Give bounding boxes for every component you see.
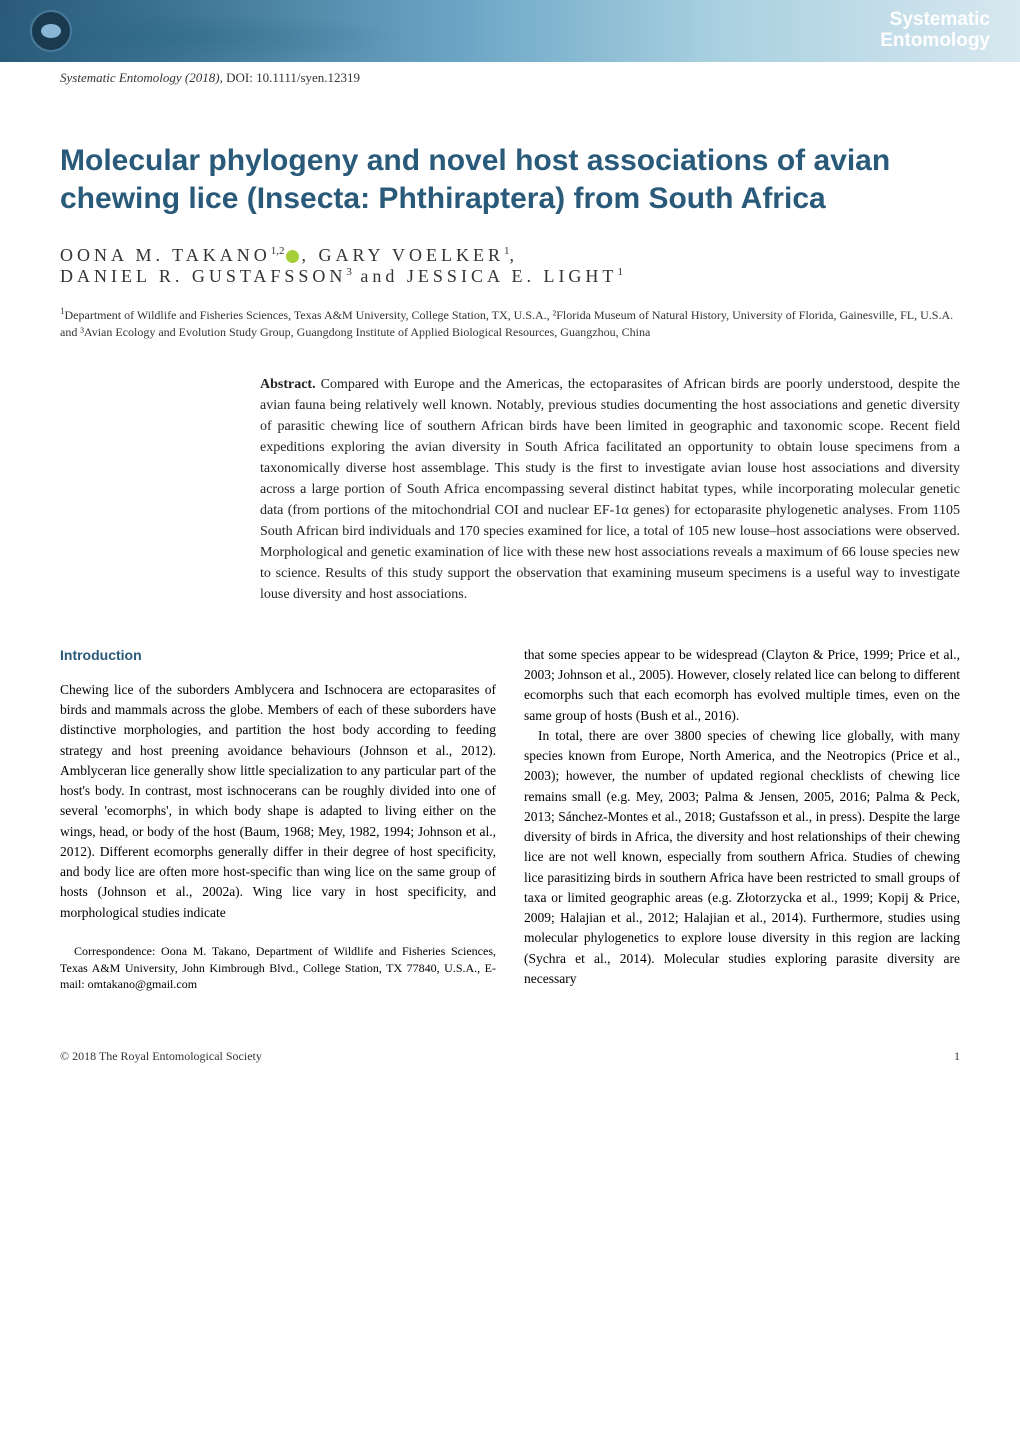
column-left: Introduction Chewing lice of the suborde… (60, 645, 496, 993)
journal-name: Systematic Entomology (880, 10, 990, 52)
author-4-sup: 1 (617, 266, 623, 278)
abstract-label: Abstract. (260, 377, 316, 392)
author-1-sup: 1,2 (271, 245, 285, 257)
intro-p2: that some species appear to be widesprea… (524, 645, 960, 726)
journal-header-banner: Systematic Entomology (0, 0, 1020, 62)
intro-heading: Introduction (60, 645, 496, 666)
intro-p3: In total, there are over 3800 species of… (524, 726, 960, 989)
author-2-sup: 1 (504, 245, 510, 257)
intro-p1: Chewing lice of the suborders Amblycera … (60, 680, 496, 923)
correspondence-block: Correspondence: Oona M. Takano, Departme… (60, 943, 496, 993)
citation-doi-label: DOI: (226, 70, 253, 85)
author-3-sup: 3 (346, 266, 352, 278)
affiliations: 1Department of Wildlife and Fisheries Sc… (60, 305, 960, 342)
journal-name-line1: Systematic (880, 10, 990, 31)
author-3: DANIEL R. GUSTAFSSON (60, 266, 346, 286)
affiliations-text: Department of Wildlife and Fisheries Sci… (60, 308, 953, 339)
abstract-text: Compared with Europe and the Americas, t… (260, 377, 960, 602)
article-title: Molecular phylogeny and novel host assoc… (60, 142, 960, 217)
article-content: Molecular phylogeny and novel host assoc… (0, 94, 1020, 1033)
journal-logo (30, 10, 72, 52)
journal-name-line2: Entomology (880, 31, 990, 52)
orcid-icon (286, 250, 299, 263)
body-columns: Introduction Chewing lice of the suborde… (60, 645, 960, 993)
author-2: GARY VOELKER (318, 245, 504, 265)
author-4: JESSICA E. LIGHT (407, 266, 618, 286)
author-1: OONA M. TAKANO (60, 245, 271, 265)
copyright-text: © 2018 The Royal Entomological Society (60, 1049, 262, 1064)
citation-year: (2018) (185, 70, 220, 85)
page-footer: © 2018 The Royal Entomological Society 1 (0, 1033, 1020, 1094)
citation-bar: Systematic Entomology (2018), DOI: 10.11… (0, 62, 1020, 94)
abstract: Abstract. Compared with Europe and the A… (260, 374, 960, 605)
logo-icon (41, 24, 61, 38)
authors-list: OONA M. TAKANO1,2, GARY VOELKER1, DANIEL… (60, 245, 960, 287)
abstract-block: Abstract. Compared with Europe and the A… (260, 374, 960, 605)
citation-journal: Systematic Entomology (60, 70, 182, 85)
page-number: 1 (954, 1049, 960, 1064)
citation-doi: 10.1111/syen.12319 (256, 70, 360, 85)
column-right: that some species appear to be widesprea… (524, 645, 960, 993)
